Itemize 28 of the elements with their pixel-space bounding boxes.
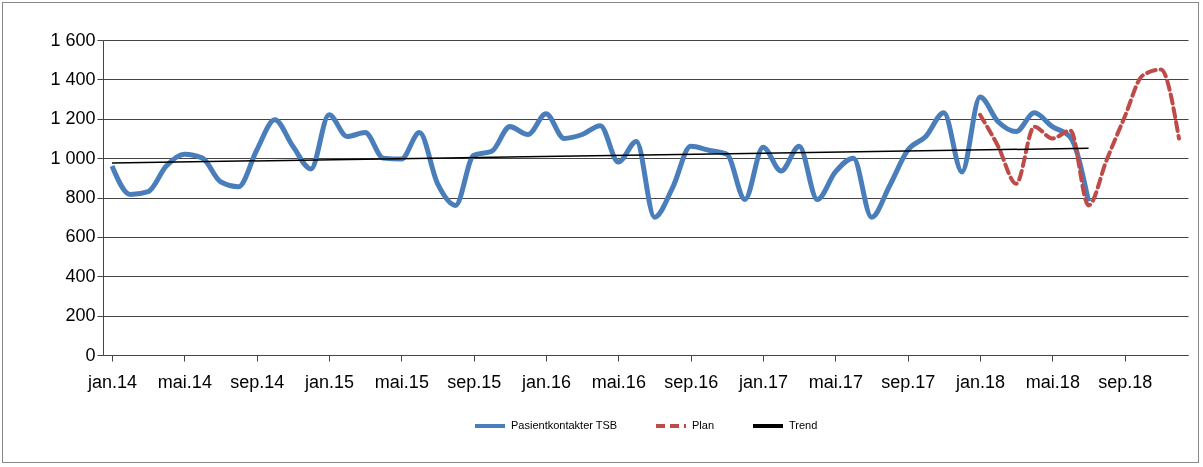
x-tick-label: mai.14 xyxy=(157,371,212,392)
y-tick-label: 1 000 xyxy=(50,147,96,168)
legend-label: Trend xyxy=(789,419,818,431)
x-tick-label: sep.15 xyxy=(447,371,502,392)
x-tick-label: jan.14 xyxy=(87,371,138,392)
x-tick-label: mai.16 xyxy=(591,371,646,392)
x-tick-label: mai.17 xyxy=(808,371,863,392)
y-tick-label: 800 xyxy=(65,187,96,207)
y-tick-label: 1 200 xyxy=(50,108,96,129)
y-tick-label: 200 xyxy=(65,305,96,326)
line-series xyxy=(978,67,1181,208)
x-tick-label: jan.15 xyxy=(304,371,355,392)
y-tick-label: 1 400 xyxy=(50,68,96,89)
y-tick-label: 1 600 xyxy=(50,29,96,50)
x-tick-label: sep.18 xyxy=(1098,371,1153,392)
x-tick-label: sep.16 xyxy=(664,371,719,392)
x-tick-label: sep.14 xyxy=(230,371,285,392)
x-tick-label: mai.15 xyxy=(374,371,429,392)
x-tick-label: mai.18 xyxy=(1025,371,1080,392)
x-tick-label: sep.17 xyxy=(881,371,936,392)
y-tick-label: 600 xyxy=(65,226,96,247)
x-tick-label: jan.17 xyxy=(738,371,789,392)
x-tick-label: jan.16 xyxy=(521,371,572,392)
x-tick-label: jan.18 xyxy=(955,371,1006,392)
legend-label: Plan xyxy=(692,419,715,431)
y-tick-label: 400 xyxy=(65,265,96,286)
y-tick-label: 0 xyxy=(85,344,96,365)
legend-label: Pasientkontakter TSB xyxy=(511,419,618,431)
